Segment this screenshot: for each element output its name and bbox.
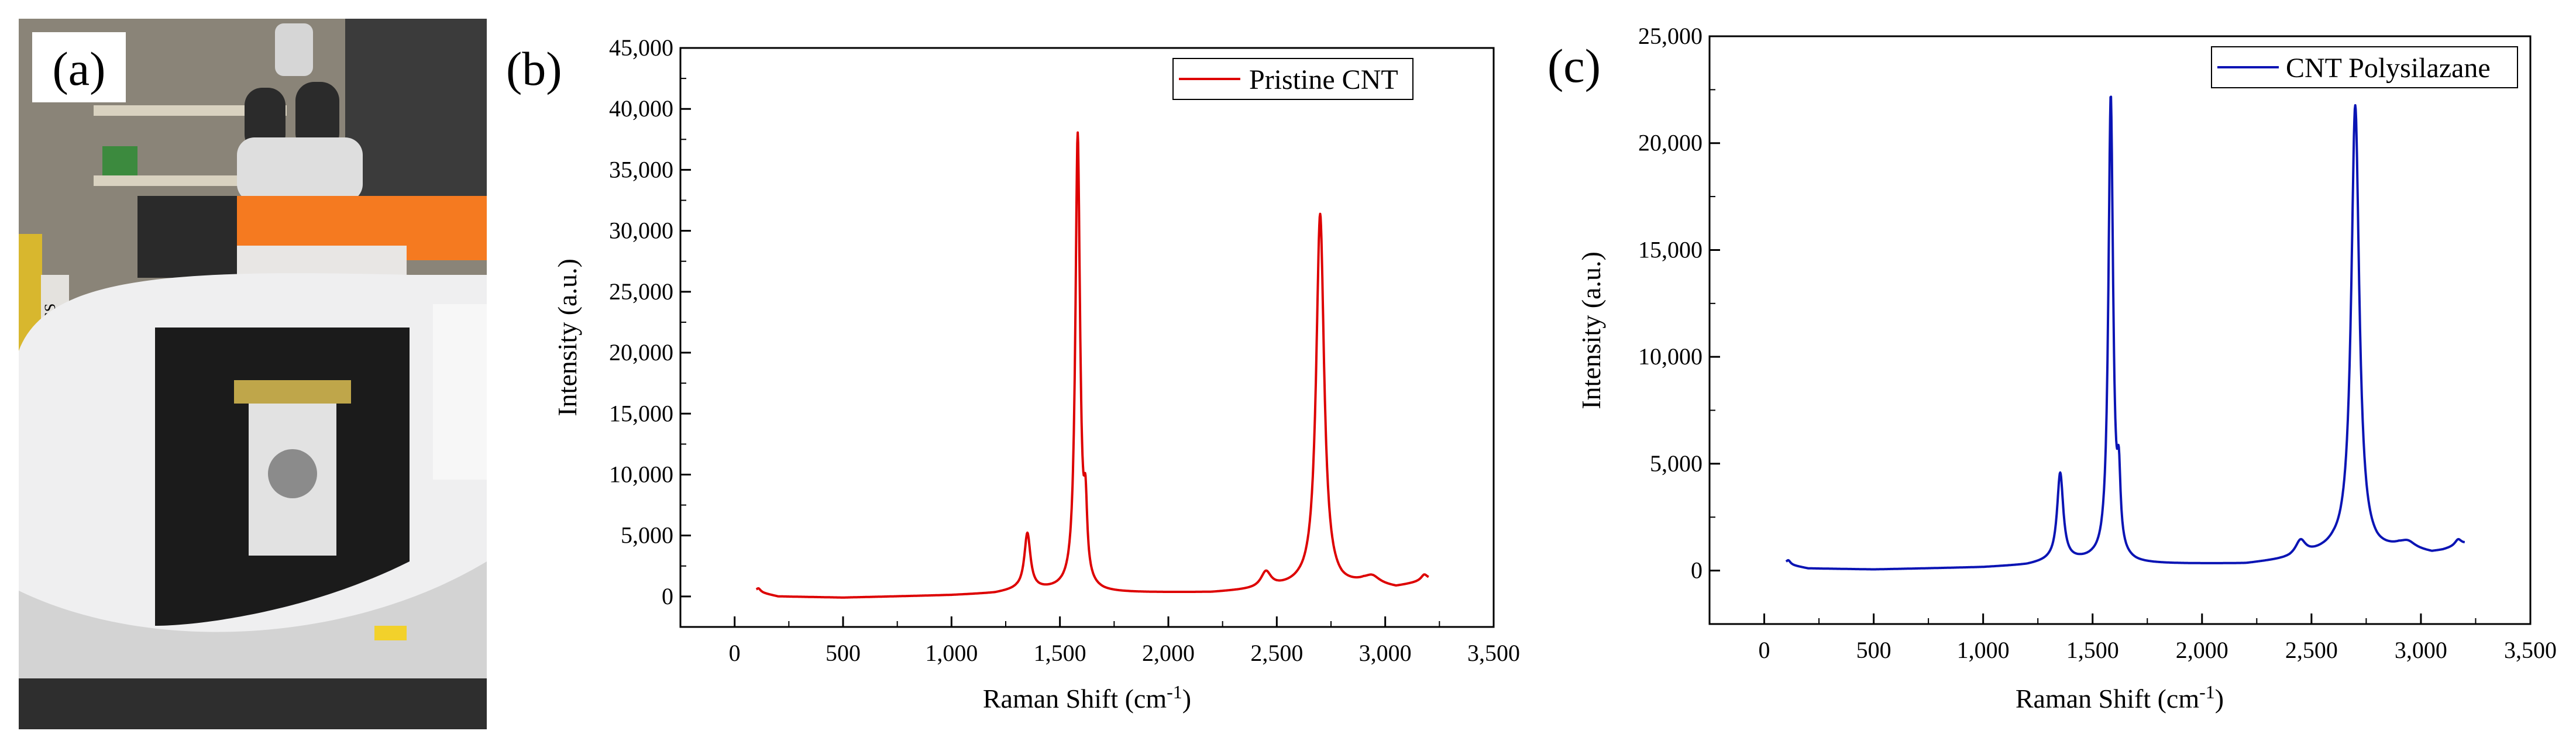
chart-c-series-line-cnt-polysilazane bbox=[1785, 95, 2465, 571]
chart-b-series-line-pristine-cnt bbox=[755, 131, 1430, 599]
photo-microscope-eyepiece-right bbox=[295, 82, 339, 152]
photo-microscope-top bbox=[275, 23, 313, 76]
chart-c-ytick-label: 0 bbox=[1691, 557, 1703, 584]
chart-c-ylabel: Intensity (a.u.) bbox=[1576, 251, 1606, 409]
photo-panel: GLASS (a) bbox=[19, 19, 487, 729]
chart-c-xlabel: Raman Shift (cm-1) bbox=[2016, 681, 2224, 713]
chart-b-panel-label: (b) bbox=[506, 42, 562, 95]
chart-b-ytick-label: 5,000 bbox=[621, 522, 673, 549]
chart-c-ytick-label: 25,000 bbox=[1638, 23, 1703, 49]
chart-c-x-axis: 0 500 1,000 1,500 2,000 2,500 3,000 3,500 bbox=[1709, 613, 2557, 663]
photo-instrument-lower-lip bbox=[19, 561, 487, 678]
chart-b-ytick-label: 15,000 bbox=[609, 400, 673, 426]
chart-b-legend: Pristine CNT bbox=[1172, 58, 1413, 100]
photo-green-bottles bbox=[102, 146, 137, 175]
chart-c-xtick-label: 3,500 bbox=[2504, 637, 2557, 663]
photo-instrument-side-panel bbox=[433, 304, 487, 480]
chart-b-xtick-label: 500 bbox=[826, 640, 861, 666]
chart-b-xlabel: Raman Shift (cm-1) bbox=[983, 681, 1191, 713]
chart-b-plot-frame bbox=[679, 47, 1495, 628]
chart-b-y-axis: 0 5,000 10,000 15,000 20,000 25,000 30,000 35,0… bbox=[609, 35, 691, 609]
chart-b-ytick-label: 40,000 bbox=[609, 95, 673, 122]
chart-b-xtick-label: 3,500 bbox=[1467, 640, 1520, 666]
chart-b-xtick-label: 1,500 bbox=[1034, 640, 1086, 666]
chart-b-xtick-label: 1,000 bbox=[925, 640, 978, 666]
chart-c-ytick-label: 5,000 bbox=[1650, 450, 1703, 477]
chart-c-plot-frame bbox=[1708, 35, 2532, 625]
chart-c-xtick-label: 0 bbox=[1759, 637, 1770, 663]
photo-microscope-stage bbox=[234, 380, 351, 404]
chart-c-ytick-label: 15,000 bbox=[1638, 236, 1703, 263]
chart-b-ytick-label: 20,000 bbox=[609, 339, 673, 366]
chart-b-x-axis: 0 500 1,000 1,500 2,000 2,500 3,000 3,500 bbox=[680, 616, 1520, 666]
chart-c: (c) 0 5,000 10,000 15,000 20,000 25,000 0 500 1… bbox=[1547, 23, 2557, 713]
chart-b-ylabel: Intensity (a.u.) bbox=[552, 258, 582, 416]
photo-microscope-focus-knob bbox=[268, 449, 317, 498]
chart-b-ytick-label: 10,000 bbox=[609, 461, 673, 487]
photo-yellow-label bbox=[374, 626, 407, 640]
chart-b-xtick-label: 3,000 bbox=[1359, 640, 1412, 666]
chart-b-ytick-label: 30,000 bbox=[609, 218, 673, 244]
chart-b-ytick-label: 35,000 bbox=[609, 156, 673, 182]
photo-cabinet bbox=[137, 196, 254, 278]
photo-bench bbox=[19, 678, 487, 729]
photo-shelf-1 bbox=[94, 105, 287, 116]
chart-c-xtick-label: 2,500 bbox=[2285, 637, 2338, 663]
chart-c-ytick-label: 20,000 bbox=[1638, 130, 1703, 156]
chart-c-xtick-label: 3,000 bbox=[2395, 637, 2447, 663]
chart-b-legend-label: Pristine CNT bbox=[1249, 64, 1398, 95]
panel-a-label-box bbox=[32, 32, 126, 102]
chart-c-legend-label: CNT Polysilazane bbox=[2286, 53, 2491, 84]
chart-c-panel-label: (c) bbox=[1547, 39, 1601, 92]
chart-c-xtick-label: 1,000 bbox=[1957, 637, 2010, 663]
chart-b-xtick-label: 2,500 bbox=[1250, 640, 1303, 666]
chart-b-ytick-label: 0 bbox=[662, 583, 673, 609]
chart-c-xtick-label: 1,500 bbox=[2066, 637, 2119, 663]
chart-c-y-axis: 0 5,000 10,000 15,000 20,000 25,000 bbox=[1638, 23, 1720, 584]
chart-c-xtick-label: 2,000 bbox=[2176, 637, 2228, 663]
chart-b-ytick-label: 45,000 bbox=[609, 35, 673, 61]
photo-microscope-head bbox=[237, 137, 363, 202]
chart-b-ytick-label: 25,000 bbox=[609, 278, 673, 305]
panel-a-label: (a) bbox=[52, 42, 105, 95]
chart-c-legend: CNT Polysilazane bbox=[2211, 46, 2518, 88]
chart-b-xtick-label: 2,000 bbox=[1142, 640, 1195, 666]
photo-microscope-eyepiece-left bbox=[245, 88, 286, 152]
chart-c-ytick-label: 10,000 bbox=[1638, 343, 1703, 370]
chart-c-xtick-label: 500 bbox=[1856, 637, 1891, 663]
chart-b: (b) 0 5,000 10,000 15,000 20,000 25,000 30,000… bbox=[506, 35, 1520, 713]
chart-b-xtick-label: 0 bbox=[729, 640, 741, 666]
